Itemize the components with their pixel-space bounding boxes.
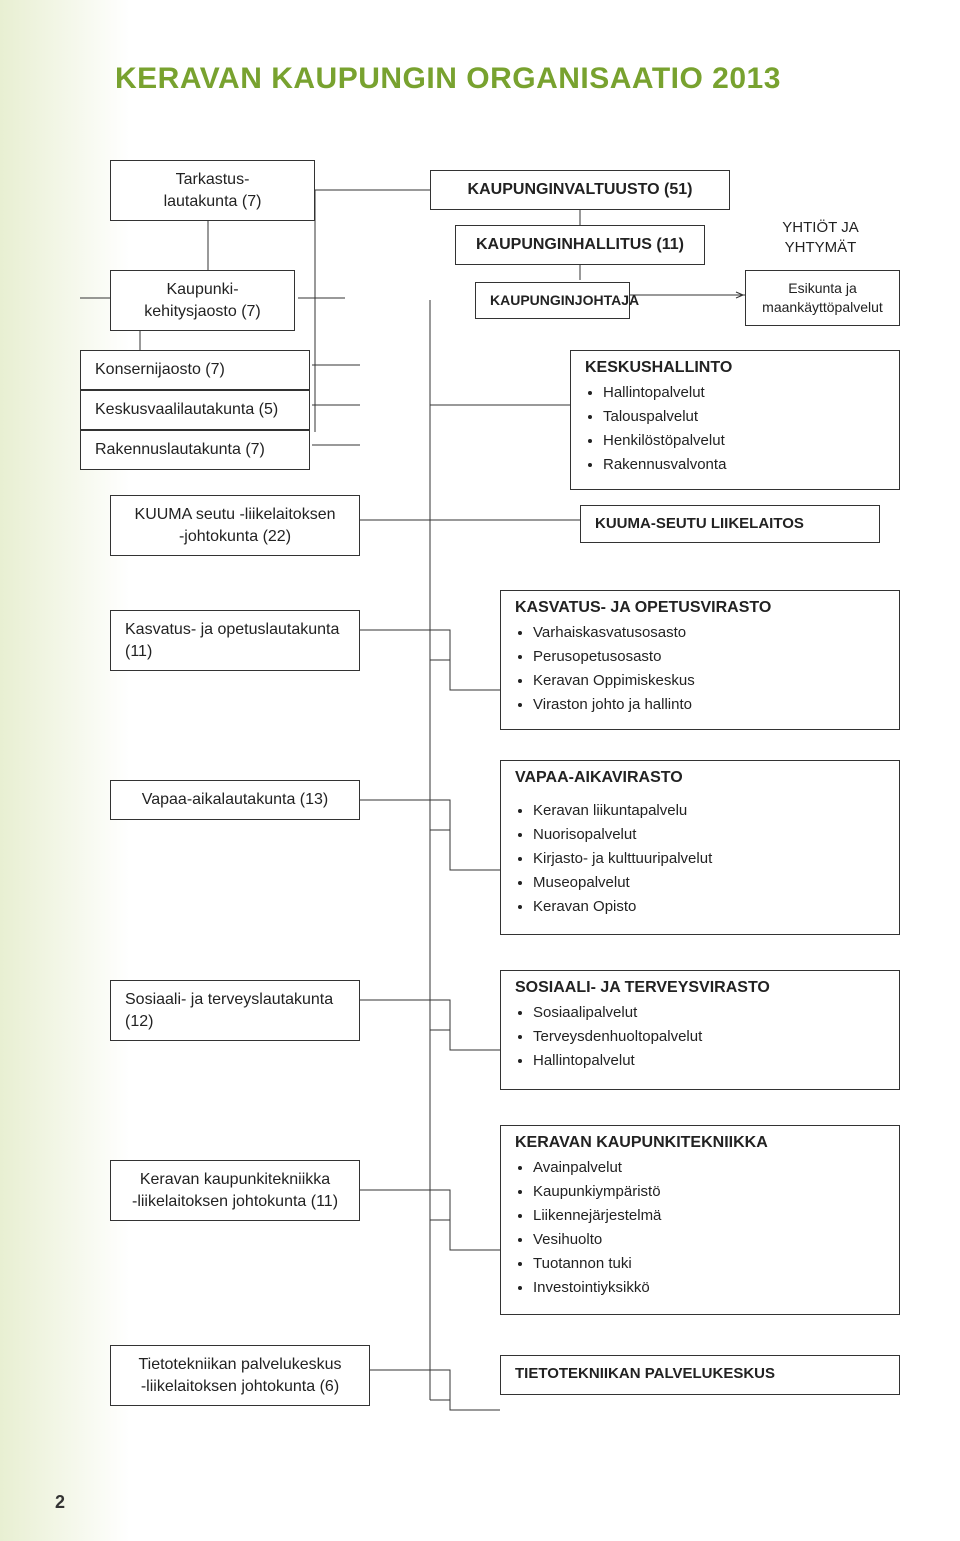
org-box-kasvvirasto: KASVATUS- JA OPETUSVIRASTOVarhaiskasvatu…: [500, 590, 900, 730]
org-chart: Tarkastus-lautakunta (7) KAUPUNGINVALTUUS…: [80, 150, 920, 1440]
org-box-titolautak: Tietotekniikan palvelukeskus-liikelaitok…: [110, 1345, 370, 1406]
org-box-vapaavirasto: VAPAA-AIKAVIRASTOKeravan liikuntapalvelu…: [500, 760, 900, 935]
page-number: 2: [55, 1492, 65, 1513]
org-box-sotevirasto: SOSIAALI- JA TERVEYSVIRASTOSosiaalipalve…: [500, 970, 900, 1090]
org-box-rakennuslautak: Rakennuslautakunta (7): [80, 430, 310, 470]
org-box-johtaja: KAUPUNGINJOHTAJA: [475, 282, 630, 319]
org-box-kuumajohto: KUUMA seutu -liikelaitoksen-johtokunta (…: [110, 495, 360, 556]
org-box-yhtiot: YHTIÖT JAYHTYMÄT: [748, 210, 893, 267]
org-box-vapaalautak: Vapaa-aikalautakunta (13): [110, 780, 360, 820]
org-box-valtuusto: KAUPUNGINVALTUUSTO (51): [430, 170, 730, 210]
org-box-kuumaliike: KUUMA-SEUTU LIIKELAITOS: [580, 505, 880, 543]
org-box-keskushallinto: KESKUSHALLINTOHallintopalvelutTalouspalv…: [570, 350, 900, 490]
org-box-kehitysjaosto: Kaupunki-kehitysjaosto (7): [110, 270, 295, 331]
org-box-esikunta: Esikunta jamaankäyttöpalvelut: [745, 270, 900, 326]
org-box-tito: TIETOTEKNIIKAN PALVELUKESKUS: [500, 1355, 900, 1395]
org-box-sotelautak: Sosiaali- ja terveyslautakunta (12): [110, 980, 360, 1041]
page-title: KERAVAN KAUPUNGIN ORGANISAATIO 2013: [115, 62, 781, 96]
org-box-konserni: Konsernijaosto (7): [80, 350, 310, 390]
org-box-hallitus: KAUPUNGINHALLITUS (11): [455, 225, 705, 265]
org-box-tekniikka: KERAVAN KAUPUNKITEKNIIKKAAvainpalvelutKa…: [500, 1125, 900, 1315]
org-box-keskusvaali: Keskusvaalilautakunta (5): [80, 390, 310, 430]
org-box-tekniikkalautak: Keravan kaupunkitekniikka-liikelaitoksen…: [110, 1160, 360, 1221]
org-box-kasvlautak: Kasvatus- ja opetuslautakunta (11): [110, 610, 360, 671]
org-box-tarkastus: Tarkastus-lautakunta (7): [110, 160, 315, 221]
